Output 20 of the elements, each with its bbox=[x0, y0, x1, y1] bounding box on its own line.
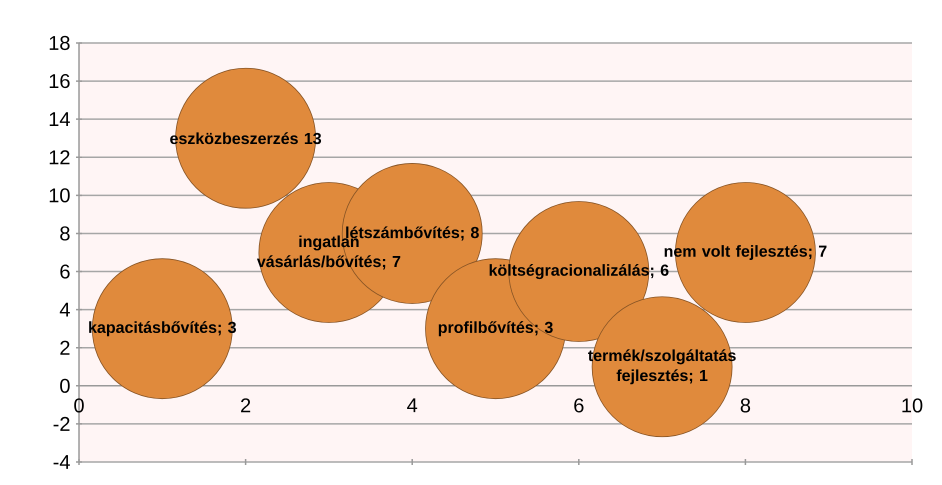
y-tick-label: 10 bbox=[50, 188, 70, 202]
y-tick-label: 2 bbox=[60, 340, 70, 355]
annotation: költségracionalizálás; 6 bbox=[490, 264, 668, 280]
x-tick-label: 8 bbox=[740, 398, 750, 413]
x-tick-label: 6 bbox=[574, 398, 584, 413]
y-tick-label: 4 bbox=[60, 302, 70, 316]
y-tick-label: -4 bbox=[54, 455, 70, 469]
y-tick-label: 16 bbox=[50, 74, 70, 88]
y-tick-label: 8 bbox=[60, 226, 70, 241]
x-tick-label: 10 bbox=[902, 398, 922, 413]
x-tick-label: 0 bbox=[74, 398, 84, 413]
y-tick-label: 18 bbox=[50, 36, 70, 50]
y-tick-label: 6 bbox=[60, 264, 70, 279]
x-tick-label: 2 bbox=[241, 398, 250, 412]
y-tick-label: 12 bbox=[50, 150, 70, 164]
annotation: profilbővítés; 3 bbox=[438, 321, 553, 336]
y-tick-label: -2 bbox=[54, 416, 70, 431]
y-tick-label: 0 bbox=[60, 378, 70, 393]
y-tick-label: 14 bbox=[50, 112, 70, 126]
x-tick-label: 4 bbox=[407, 398, 418, 412]
